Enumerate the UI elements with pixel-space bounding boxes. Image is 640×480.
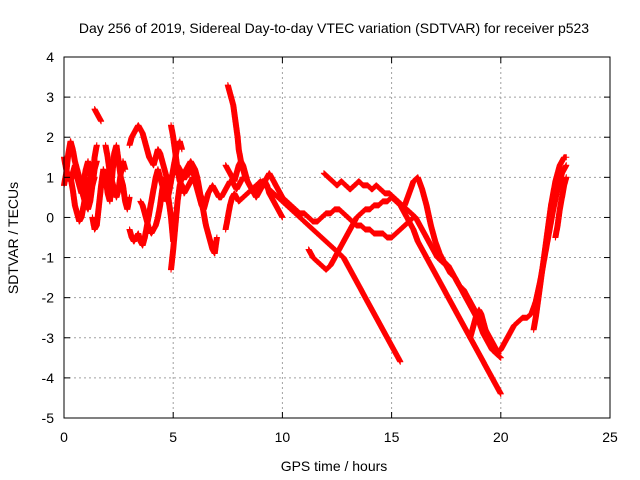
data-point-markers xyxy=(137,174,177,245)
data-point-markers xyxy=(102,142,129,201)
data-point-markers xyxy=(222,178,404,365)
x-tick-label: 20 xyxy=(493,429,509,445)
grid xyxy=(64,57,610,418)
y-tick-label: -1 xyxy=(42,250,55,266)
y-tick-label: -5 xyxy=(42,410,55,426)
x-tick-label: 25 xyxy=(602,429,618,445)
y-axis-label: SDTVAR / TECUs xyxy=(5,182,21,294)
data-point-markers xyxy=(552,174,570,241)
series-arc-18 xyxy=(467,306,491,341)
y-tick-label: 3 xyxy=(46,89,54,105)
data-point-markers xyxy=(530,154,570,333)
series-arc-9 xyxy=(137,174,177,245)
x-tick-label: 0 xyxy=(60,429,68,445)
chart-title: Day 256 of 2019, Sidereal Day-to-day VTE… xyxy=(79,20,589,36)
data-point-markers xyxy=(222,158,417,241)
series-arc-13 xyxy=(222,158,417,241)
series-arc-3 xyxy=(67,174,98,225)
series-arc-20 xyxy=(530,154,570,333)
y-tick-label: 0 xyxy=(46,209,54,225)
x-tick-label: 10 xyxy=(275,429,291,445)
y-tick-label: -2 xyxy=(42,290,55,306)
y-tick-label: -4 xyxy=(42,370,55,386)
series-arc-21 xyxy=(552,174,570,241)
series-arc-6 xyxy=(102,142,129,201)
y-tick-label: 1 xyxy=(46,169,54,185)
data-point-markers xyxy=(91,106,105,125)
series-arc-4 xyxy=(91,106,105,125)
x-tick-label: 15 xyxy=(384,429,400,445)
axis-ticks: 0 5 10 15 20 25 -5 -4 -3 -2 -1 0 1 2 3 4 xyxy=(42,49,618,445)
data-point-markers xyxy=(467,306,491,341)
plot-frame xyxy=(63,56,611,419)
y-tick-label: 2 xyxy=(46,129,54,145)
x-axis-label: GPS time / hours xyxy=(281,458,388,474)
series-arc-15 xyxy=(305,194,504,397)
x-tick-label: 5 xyxy=(169,429,177,445)
data-points xyxy=(61,82,570,397)
y-tick-label: -3 xyxy=(42,330,55,346)
data-point-markers xyxy=(305,194,504,397)
series-arc-14 xyxy=(222,178,404,365)
data-point-markers xyxy=(67,174,98,225)
y-tick-label: 4 xyxy=(46,49,54,65)
